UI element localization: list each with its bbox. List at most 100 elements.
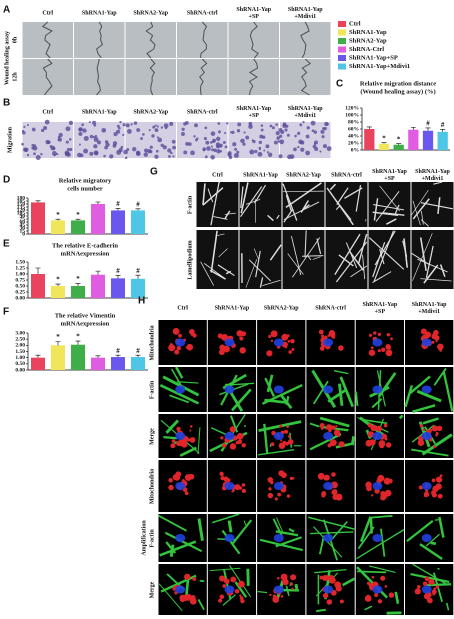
column-header: ShRNA1-Yap bbox=[288, 106, 323, 112]
fiber bbox=[375, 191, 400, 222]
cell bbox=[157, 137, 163, 143]
mito bbox=[319, 422, 325, 428]
fiber bbox=[379, 248, 385, 265]
cell bbox=[93, 137, 99, 142]
actin bbox=[275, 530, 299, 537]
actin bbox=[163, 435, 178, 440]
fiber bbox=[425, 245, 434, 278]
nucleus bbox=[175, 338, 186, 347]
actin bbox=[164, 531, 203, 553]
mito bbox=[170, 443, 176, 449]
significance: * bbox=[397, 135, 401, 143]
cell bbox=[313, 143, 316, 146]
mito bbox=[321, 334, 325, 338]
image-tile bbox=[306, 564, 356, 615]
cell bbox=[213, 148, 217, 152]
actin bbox=[308, 516, 355, 530]
cell bbox=[278, 154, 283, 159]
cell bbox=[164, 127, 168, 130]
cell bbox=[202, 148, 206, 152]
cell bbox=[171, 139, 176, 144]
nucleus bbox=[323, 432, 334, 440]
fiber bbox=[357, 233, 368, 264]
mito bbox=[241, 488, 247, 494]
mito bbox=[266, 350, 273, 357]
image-tile bbox=[280, 21, 331, 59]
y-tick-label: 1.00 bbox=[15, 271, 25, 277]
mito bbox=[432, 485, 439, 493]
cell bbox=[47, 140, 51, 144]
cell bbox=[116, 124, 120, 128]
image-tile bbox=[354, 367, 404, 412]
actin bbox=[369, 517, 373, 534]
image-tile bbox=[158, 514, 207, 562]
image-tile bbox=[405, 563, 454, 615]
actin bbox=[356, 529, 405, 560]
image bbox=[280, 22, 331, 58]
fiber bbox=[240, 186, 263, 217]
mito bbox=[177, 430, 180, 433]
mito bbox=[267, 492, 274, 499]
mito bbox=[335, 493, 343, 501]
image-tile bbox=[158, 460, 207, 512]
error-bar bbox=[55, 218, 61, 221]
wound-edge bbox=[145, 21, 156, 59]
bar bbox=[51, 345, 65, 370]
image-tile bbox=[368, 182, 411, 227]
cell bbox=[322, 144, 327, 149]
nucleus bbox=[224, 432, 235, 440]
image-tile bbox=[125, 21, 176, 59]
cell bbox=[275, 130, 280, 136]
image-tile bbox=[22, 21, 73, 59]
fiber bbox=[202, 187, 224, 206]
mito bbox=[321, 493, 326, 498]
y-tick-label: 0.50 bbox=[15, 361, 25, 367]
chart-title: mRNAexpression bbox=[61, 250, 110, 257]
column-header: ShRNA2-Yap bbox=[133, 10, 168, 16]
cell bbox=[251, 139, 254, 142]
actin bbox=[231, 519, 253, 545]
nucleus bbox=[421, 482, 432, 490]
mito bbox=[184, 473, 192, 481]
fiber bbox=[326, 187, 354, 226]
actin bbox=[371, 398, 383, 409]
cell bbox=[123, 149, 128, 155]
mito bbox=[377, 332, 382, 337]
image-tile bbox=[355, 514, 405, 562]
cell bbox=[326, 146, 332, 152]
mito bbox=[371, 575, 375, 579]
column-header: +Mdivi1 bbox=[294, 113, 316, 119]
cell bbox=[234, 147, 238, 151]
error-bar bbox=[440, 129, 446, 132]
actin bbox=[222, 373, 247, 390]
cell bbox=[22, 130, 26, 135]
fiber bbox=[382, 212, 405, 216]
bar bbox=[131, 210, 145, 234]
mito bbox=[218, 598, 223, 603]
image-tile bbox=[325, 182, 368, 227]
cell bbox=[193, 135, 196, 138]
mito bbox=[371, 494, 374, 497]
mito bbox=[269, 593, 272, 597]
chart-title: The relative Vimentin bbox=[55, 312, 116, 319]
cell bbox=[112, 141, 118, 146]
mito bbox=[423, 493, 428, 498]
fiber bbox=[218, 248, 228, 258]
error-bar bbox=[55, 341, 61, 346]
fiber bbox=[420, 278, 452, 282]
chart-title: mRNAexpression bbox=[61, 320, 110, 327]
mito bbox=[334, 489, 337, 493]
column-header: ShRNA1-Yap bbox=[412, 302, 447, 308]
chart-title: Relative migratory bbox=[59, 177, 112, 184]
wound-edge bbox=[96, 21, 104, 59]
y-tick-label: 80% bbox=[348, 119, 359, 125]
error-bar bbox=[75, 218, 81, 221]
mito bbox=[219, 471, 224, 476]
cell bbox=[124, 156, 128, 160]
fiber bbox=[292, 237, 321, 278]
error-bar bbox=[115, 275, 121, 279]
y-tick-label: 150 bbox=[17, 201, 26, 207]
cell bbox=[135, 151, 141, 157]
cell bbox=[217, 130, 221, 134]
mito bbox=[436, 425, 443, 432]
